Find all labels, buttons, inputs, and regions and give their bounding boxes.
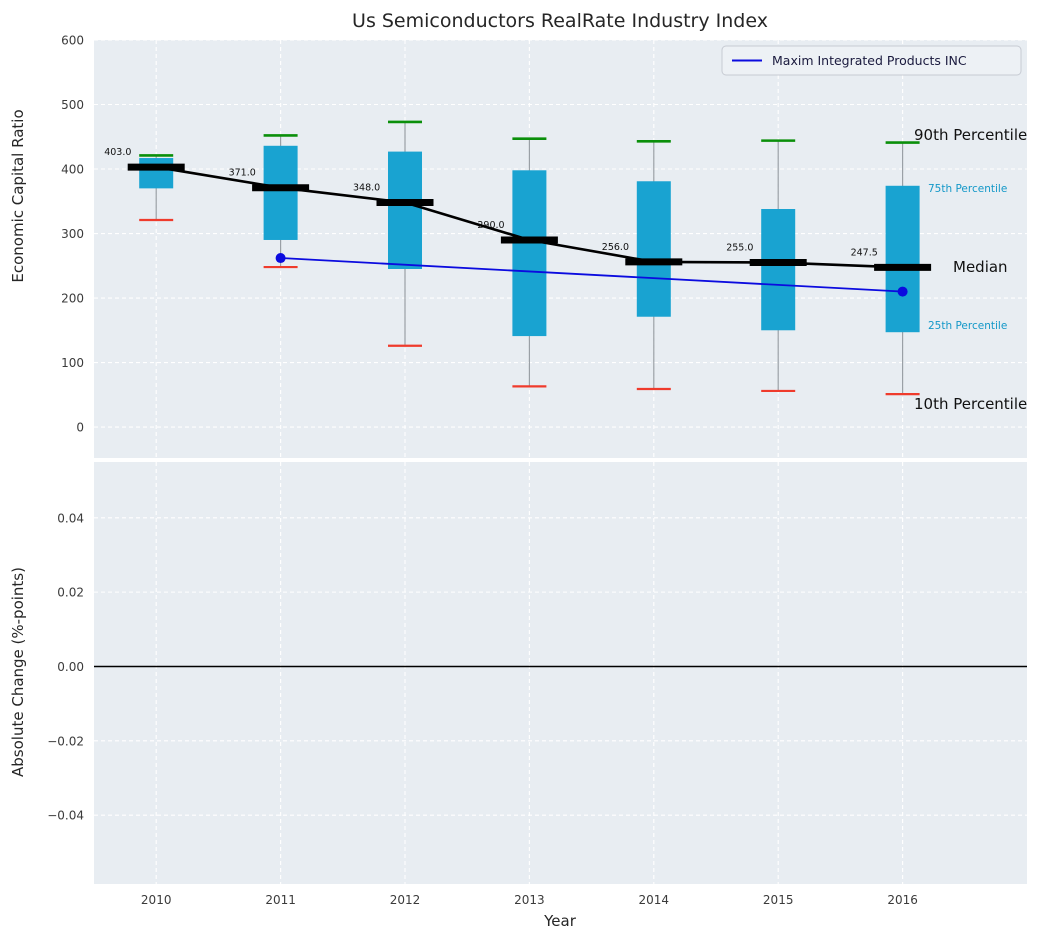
y-tick-label-top: 400 [61,163,84,177]
median-value-label: 256.0 [602,242,629,253]
annotation-25th-percentile: 25th Percentile [928,320,1007,332]
chart-title: Us Semiconductors RealRate Industry Inde… [352,10,768,32]
x-tick-label: 2012 [390,893,421,907]
median-value-label: 371.0 [229,168,256,179]
panel-backgrounds [94,40,1027,884]
x-tick-label: 2016 [887,893,918,907]
y-tick-label-bottom: 0.00 [57,660,84,674]
percentile-annotations: 90th Percentile 75th Percentile Median 2… [914,126,1027,413]
iqr-box [388,151,422,269]
median-value-label: 255.0 [726,243,753,254]
y-tick-label-top: 300 [61,227,84,241]
y-tick-label-bottom: 0.04 [57,511,84,525]
company-point [275,253,286,264]
company-line [280,257,903,293]
top-panel-background [94,40,1027,458]
plot-data: 403.0 371.0 348.0 290.0 256.0 255.0 247.5 [94,120,1027,668]
bottom-panel-background [94,462,1027,884]
y-tick-label-bottom: −0.04 [47,809,84,823]
company-point [897,286,908,297]
annotation-10th-percentile: 10th Percentile [914,395,1027,413]
x-tick-label: 2010 [141,893,172,907]
iqr-box [636,181,671,317]
legend-box [721,45,1022,76]
y-tick-label-top: 500 [61,98,84,112]
median-value-label: 247.5 [851,247,878,258]
x-tick-label: 2015 [763,893,794,907]
annotation-90th-percentile: 90th Percentile [914,126,1027,144]
annotation-75th-percentile: 75th Percentile [928,183,1007,195]
y-axis-label-top: Economic Capital Ratio [9,109,27,282]
legend: Maxim Integrated Products INC [721,45,1022,76]
iqr-box [885,185,920,333]
axis-tick-labels: 0 100 200 300 400 500 600 0.04 0.02 0.00 −0.02 −0.0… [47,34,918,908]
iqr-box [512,170,547,337]
median-value-label: 403.0 [104,147,131,158]
y-tick-label-top: 600 [61,34,84,48]
y-tick-label-bottom: −0.02 [47,734,84,748]
iqr-box [761,209,796,331]
y-tick-label-bottom: 0.02 [57,586,84,600]
x-tick-label: 2014 [639,893,670,907]
y-axis-label-bottom: Absolute Change (%-points) [9,567,27,777]
x-tick-label: 2011 [265,893,296,907]
y-tick-label-top: 0 [76,421,84,435]
annotation-median: Median [953,258,1008,276]
gridlines [94,39,1027,884]
y-tick-label-top: 200 [61,292,84,306]
iqr-box [263,145,298,240]
y-tick-label-top: 100 [61,356,84,370]
median-value-label: 348.0 [353,183,380,194]
x-axis-label: Year [543,912,577,930]
legend-label: Maxim Integrated Products INC [772,53,967,68]
iqr-box [139,158,174,189]
median-value-label: 290.0 [477,220,504,231]
x-tick-label: 2013 [514,893,545,907]
